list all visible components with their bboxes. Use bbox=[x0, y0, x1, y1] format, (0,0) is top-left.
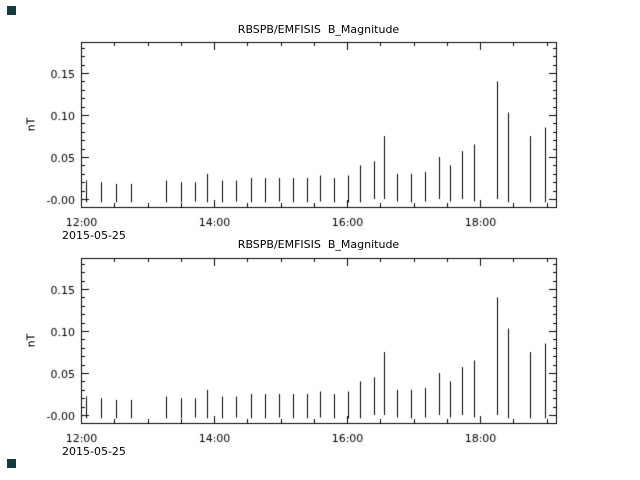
chart1-title: RBSPB/EMFISIS B_Magnitude bbox=[237, 23, 400, 36]
chart2-start-date-label: 2015-05-25 bbox=[62, 445, 126, 458]
chart1-start-date-label: 2015-05-25 bbox=[62, 229, 126, 242]
chart2-title: RBSPB/EMFISIS B_Magnitude bbox=[237, 238, 400, 251]
chart2-y-axis-label: nT bbox=[24, 333, 38, 348]
window-corner-mark-top bbox=[7, 6, 16, 15]
window-corner-mark-bottom bbox=[7, 459, 16, 468]
chart1-y-axis-label: nT bbox=[24, 117, 38, 132]
